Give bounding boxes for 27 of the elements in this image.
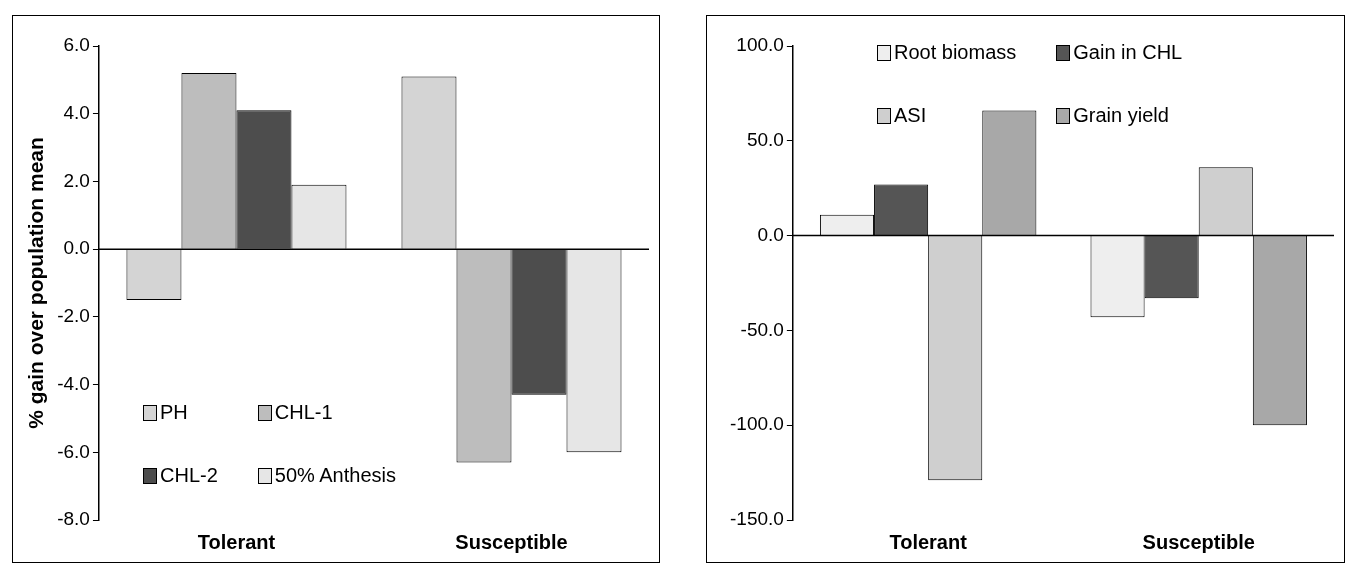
y-tick-label: 0.0 (63, 237, 90, 259)
legend-label: Root biomass (894, 41, 1017, 64)
y-tick-label: 100.0 (736, 34, 784, 56)
legend-label: Grain yield (1073, 104, 1169, 127)
y-tick-label: 6.0 (63, 34, 90, 56)
y-tick-label: 4.0 (63, 101, 90, 123)
y-tick-label: 50.0 (746, 129, 784, 151)
y-tick-label: -4.0 (57, 372, 90, 394)
y-tick-label: -50.0 (740, 318, 784, 340)
y-tick-label: -8.0 (57, 508, 90, 530)
x-tick-label: Susceptible (1142, 530, 1255, 553)
y-tick-label: -100.0 (730, 413, 784, 435)
legend-label: CHL-1 (274, 401, 333, 424)
legend-label: CHL-2 (160, 464, 218, 487)
y-tick-label: 0.0 (757, 223, 784, 245)
y-tick-label: -6.0 (57, 440, 90, 462)
legend-label: Gain in CHL (1073, 41, 1183, 64)
y-axis-title: % gain over population mean (24, 137, 48, 429)
legend-label: 50% Anthesis (274, 464, 396, 487)
legend-label: ASI (894, 104, 927, 127)
y-tick-label: 2.0 (63, 169, 90, 191)
y-tick-label: -2.0 (57, 305, 90, 327)
legend-label: PH (160, 401, 188, 424)
y-tick-label: -150.0 (730, 508, 784, 530)
x-tick-label: Susceptible (455, 530, 568, 553)
x-tick-label: Tolerant (889, 530, 968, 553)
x-tick-label: Tolerant (197, 530, 276, 553)
